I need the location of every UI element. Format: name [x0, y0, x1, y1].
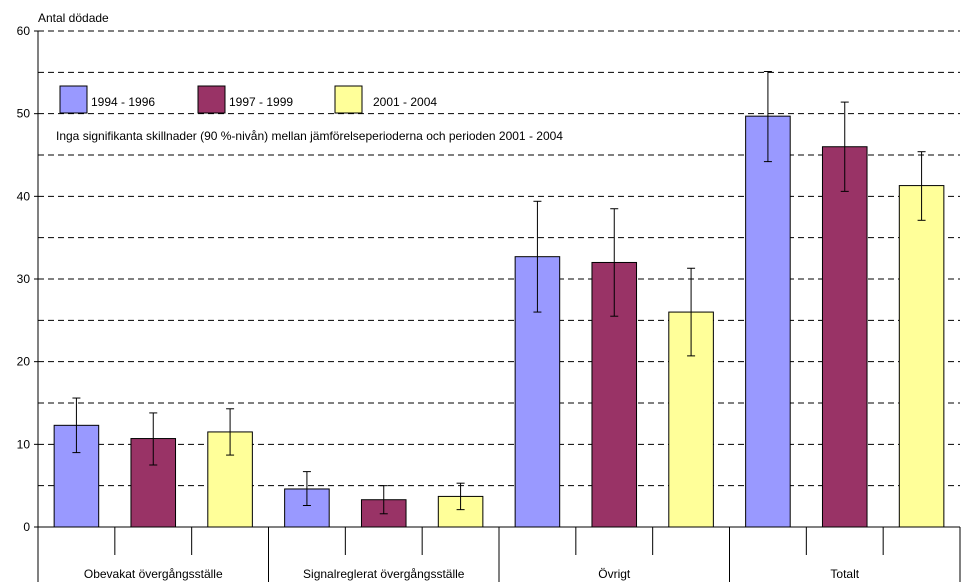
significance-note: Inga signifikanta skillnader (90 %-nivån…: [56, 129, 563, 143]
error-bars: [72, 71, 926, 515]
x-category-label: Signalreglerat övergångsställe: [303, 567, 465, 581]
y-tick-label: 40: [17, 189, 31, 203]
x-category-label: Totalt: [830, 567, 859, 581]
y-tick-label: 50: [17, 107, 31, 121]
bars: [53, 115, 945, 528]
axes: [34, 30, 961, 582]
legend-swatch: [197, 85, 226, 114]
y-tick-label: 20: [17, 355, 31, 369]
x-category-label: Övrigt: [598, 567, 631, 581]
y-tick-label: 60: [17, 24, 31, 38]
legend-swatch: [334, 85, 363, 114]
x-category-labels: Obevakat övergångsställe Signalreglerat ö…: [84, 567, 860, 581]
y-tick-label: 30: [17, 272, 31, 286]
y-tick-label: 0: [23, 520, 30, 534]
legend-swatch: [59, 85, 88, 114]
y-tick-label: 10: [17, 437, 31, 451]
y-axis-label: Antal dödade: [38, 11, 109, 25]
bar: [898, 185, 945, 528]
legend-label: 1994 - 1996: [91, 95, 155, 109]
bar: [821, 146, 868, 528]
bar: [130, 438, 177, 528]
gridlines: [38, 30, 960, 487]
legend-label: 1997 - 1999: [229, 95, 293, 109]
y-tick-labels: 0 10 20 30 40 50 60: [17, 24, 31, 534]
legend-label: 2001 - 2004: [373, 95, 437, 109]
legend: 1994 - 1996 1997 - 1999 2001 - 2004: [59, 85, 437, 114]
x-category-label: Obevakat övergångsställe: [84, 567, 223, 581]
bar: [745, 115, 791, 528]
